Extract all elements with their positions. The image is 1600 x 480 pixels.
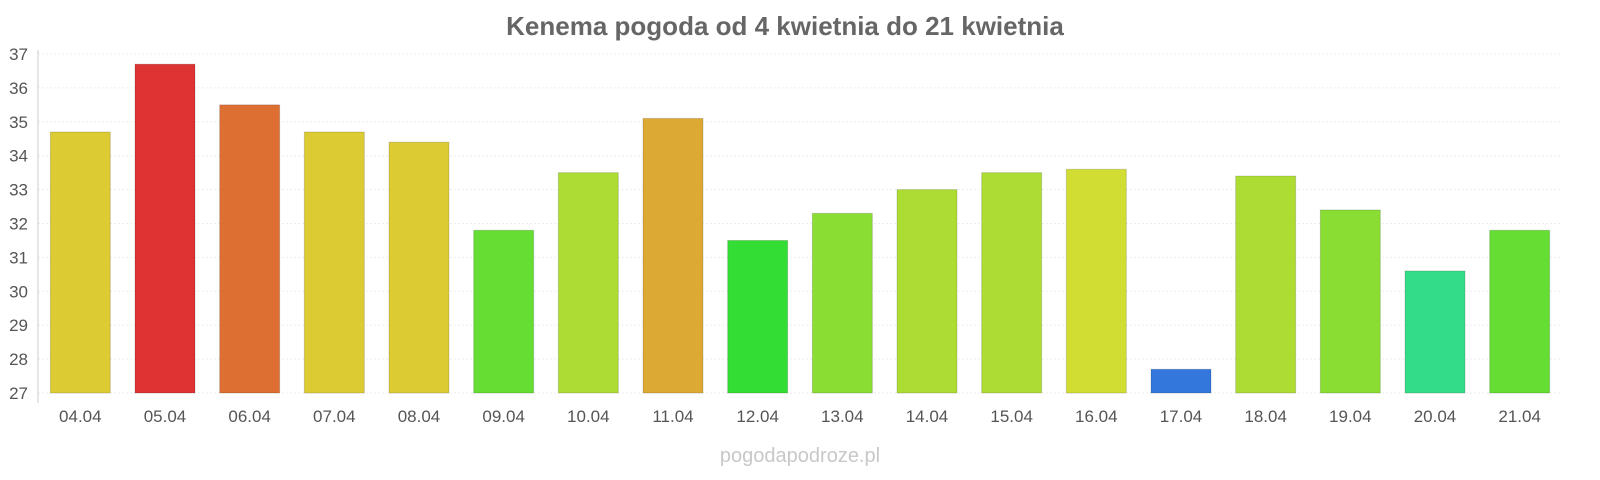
bar-04.04 — [49, 131, 111, 394]
x-tick-label: 11.04 — [652, 407, 693, 426]
x-tick-label: 21.04 — [1498, 407, 1541, 426]
bar-16.04 — [1065, 168, 1127, 394]
x-tick-label: 04.04 — [59, 407, 102, 426]
bar-17.04 — [1150, 368, 1212, 394]
bar-12.04 — [727, 239, 789, 394]
bar-08.04 — [388, 141, 450, 394]
y-tick-label: 29 — [9, 316, 28, 335]
y-tick-label: 32 — [9, 215, 28, 234]
bar-20.04 — [1404, 270, 1466, 394]
x-tick-label: 06.04 — [228, 407, 271, 426]
x-tick-label: 17.04 — [1160, 407, 1203, 426]
bar-19.04 — [1319, 209, 1381, 394]
bar-14.04 — [896, 189, 958, 394]
y-tick-label: 31 — [9, 248, 28, 267]
x-tick-label: 16.04 — [1075, 407, 1118, 426]
y-tick-label: 37 — [9, 45, 28, 64]
bar-21.04 — [1489, 229, 1551, 394]
x-tick-label: 18.04 — [1244, 407, 1287, 426]
y-tick-label: 30 — [9, 282, 28, 301]
x-tick-label: 12.04 — [736, 407, 779, 426]
x-tick-label: 14.04 — [906, 407, 949, 426]
x-tick-label: 10.04 — [567, 407, 610, 426]
bar-05.04 — [134, 63, 196, 394]
watermark: pogodapodroze.pl — [720, 445, 880, 467]
bar-11.04 — [642, 117, 704, 394]
bar-06.04 — [219, 104, 281, 394]
x-tick-label: 13.04 — [821, 407, 864, 426]
bar-13.04 — [811, 212, 873, 394]
bar-15.04 — [981, 172, 1043, 394]
x-tick-label: 07.04 — [313, 407, 356, 426]
x-tick-label: 05.04 — [144, 407, 187, 426]
bar-09.04 — [473, 229, 535, 394]
y-tick-label: 36 — [9, 79, 28, 98]
y-tick-label: 34 — [9, 147, 28, 166]
x-tick-label: 08.04 — [398, 407, 441, 426]
bar-10.04 — [557, 172, 619, 394]
bar-07.04 — [303, 131, 365, 394]
x-tick-label: 20.04 — [1414, 407, 1457, 426]
x-tick-label: 09.04 — [482, 407, 525, 426]
chart-title: Kenema pogoda od 4 kwietnia do 21 kwietn… — [506, 11, 1064, 41]
bar-18.04 — [1235, 175, 1297, 394]
y-tick-label: 35 — [9, 113, 28, 132]
x-tick-label: 19.04 — [1329, 407, 1372, 426]
y-tick-label: 28 — [9, 350, 28, 369]
x-tick-label: 15.04 — [990, 407, 1033, 426]
y-tick-label: 27 — [9, 384, 28, 403]
y-tick-label: 33 — [9, 181, 28, 200]
